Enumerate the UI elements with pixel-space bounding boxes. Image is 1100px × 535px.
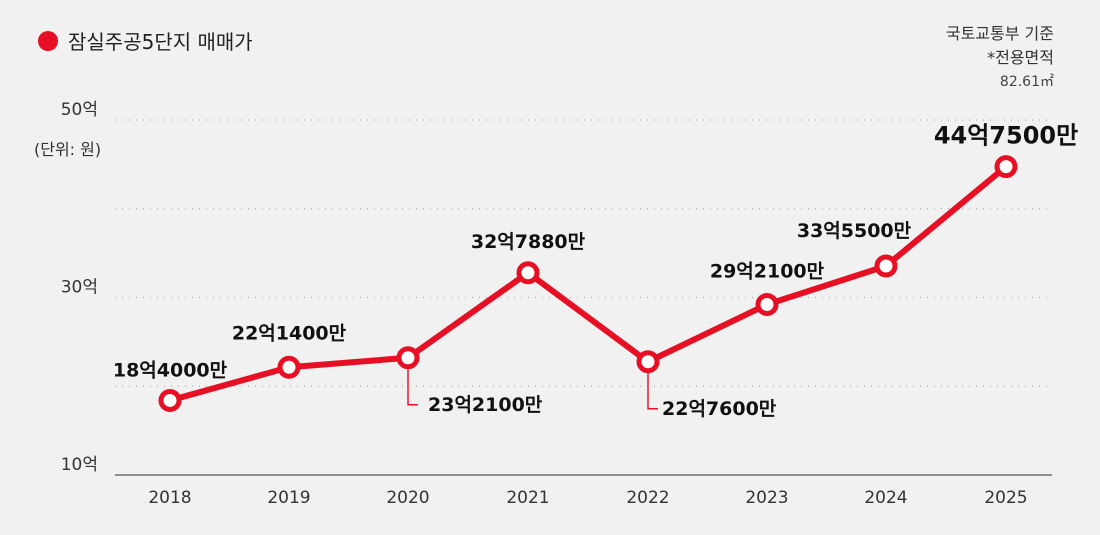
data-label: 18억4000만 (113, 359, 228, 381)
data-label: 22억7600만 (662, 398, 777, 420)
unit-label: (단위: 원) (34, 140, 102, 159)
x-tick-label: 2018 (148, 488, 191, 508)
x-tick-label: 2022 (626, 488, 669, 508)
data-label: 44억7500만 (934, 122, 1078, 150)
y-tick-label: 10억 (61, 455, 98, 475)
data-point (277, 355, 301, 379)
data-point (994, 155, 1018, 179)
legend-label: 잠실주공5단지 매매가 (68, 30, 253, 54)
source-line: 국토교통부 기준 (945, 24, 1054, 43)
leader-line (647, 371, 658, 410)
data-point (755, 293, 779, 317)
y-tick-label: 30억 (61, 278, 98, 298)
x-tick-label: 2020 (386, 488, 429, 508)
data-label: 23억2100만 (428, 394, 543, 416)
data-point (158, 388, 182, 412)
y-tick-label: 50억 (61, 100, 98, 120)
x-tick-label: 2019 (267, 488, 310, 508)
data-point (516, 261, 540, 285)
leader-line (407, 367, 418, 406)
data-label: 29억2100만 (710, 261, 825, 283)
data-label: 22억1400만 (232, 322, 347, 344)
x-tick-label: 2023 (745, 488, 788, 508)
area-note: *전용면적 (987, 48, 1054, 67)
data-point (874, 254, 898, 278)
legend-dot-icon (38, 30, 58, 51)
area-value: 82.61㎡ (999, 74, 1054, 90)
series-line (167, 163, 1009, 404)
x-tick-label: 2021 (506, 488, 549, 508)
data-point (636, 350, 660, 374)
source-note: 국토교통부 기준 *전용면적 82.61㎡ (946, 22, 1054, 94)
data-label: 32억7880만 (471, 231, 586, 253)
data-point (396, 346, 420, 370)
x-tick-label: 2025 (984, 488, 1027, 508)
data-label: 33억5500만 (797, 220, 912, 242)
x-tick-label: 2024 (864, 488, 907, 508)
legend: 잠실주공5단지 매매가 (38, 26, 253, 55)
